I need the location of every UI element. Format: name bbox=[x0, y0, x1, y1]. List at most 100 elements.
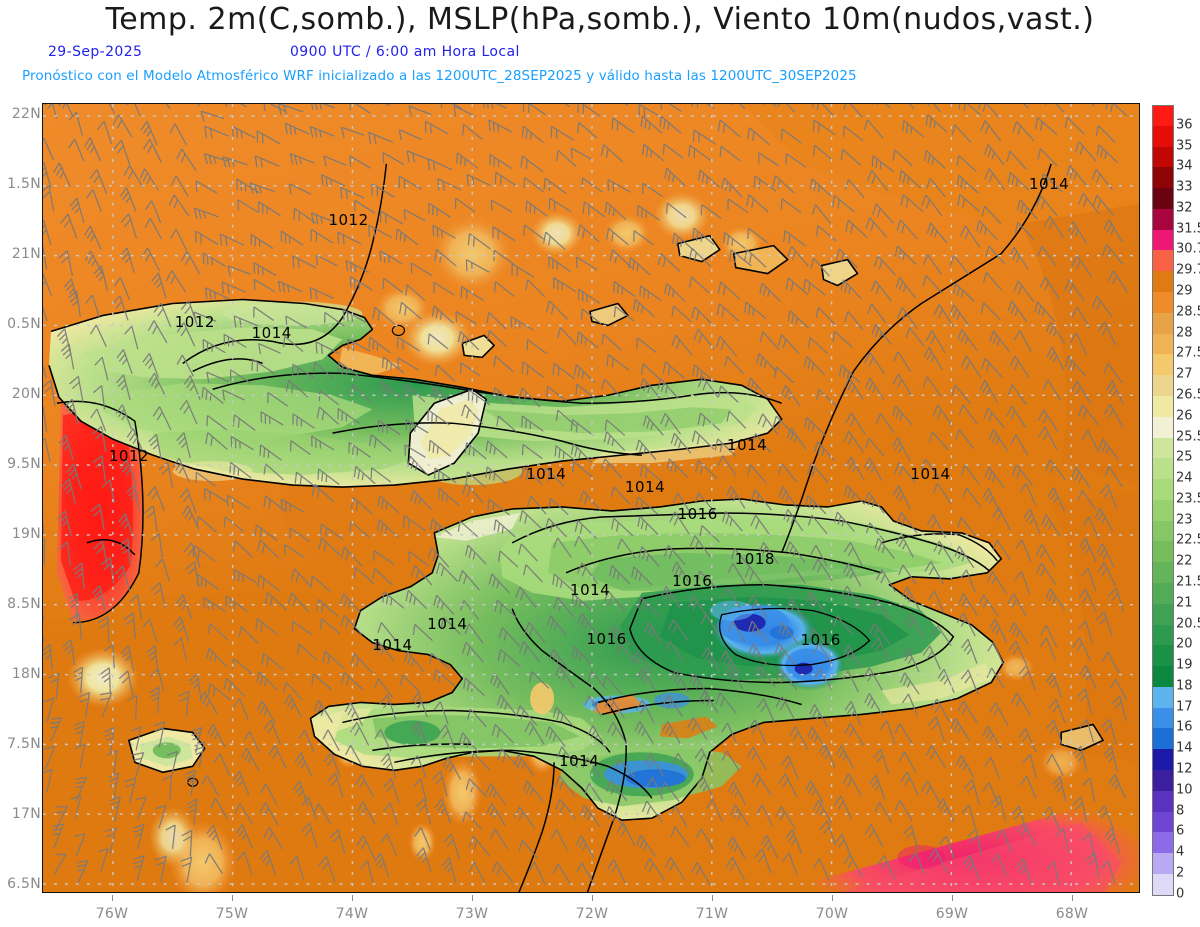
colorbar-tick-label: 16 bbox=[1176, 719, 1193, 735]
colorbar-swatch bbox=[1152, 146, 1174, 169]
isobar-label: 1014 bbox=[251, 323, 292, 342]
colorbar-tick-label: 23 bbox=[1176, 511, 1193, 527]
colorbar-swatch bbox=[1152, 832, 1174, 855]
page-title: Temp. 2m(C,somb.), MSLP(hPa,somb.), Vien… bbox=[105, 2, 1095, 37]
colorbar-row: 18 bbox=[1152, 666, 1198, 693]
colorbar-swatch bbox=[1152, 395, 1174, 418]
colorbar-row: 25 bbox=[1152, 437, 1198, 465]
colorbar-row: 0 bbox=[1152, 873, 1198, 901]
colorbar-row: 16 bbox=[1152, 707, 1198, 735]
colorbar-row: 2 bbox=[1152, 853, 1198, 880]
colorbar-tick-label: 22 bbox=[1176, 553, 1193, 569]
x-axis-tick: 70W bbox=[815, 906, 849, 922]
colorbar-row: 6 bbox=[1152, 811, 1198, 839]
colorbar-row: 24 bbox=[1152, 458, 1198, 485]
colorbar-tick-label: 20.5 bbox=[1176, 615, 1200, 631]
colorbar-row: 27 bbox=[1152, 354, 1198, 381]
colorbar-swatch bbox=[1152, 354, 1174, 377]
colorbar-tick-label: 8 bbox=[1176, 802, 1185, 818]
colorbar-swatch bbox=[1152, 853, 1174, 875]
x-axis-tick: 73W bbox=[455, 906, 489, 922]
colorbar-tick-label: 29.7 bbox=[1176, 262, 1200, 278]
colorbar-tick-label: 23.5 bbox=[1176, 491, 1200, 507]
colorbar-row: 29 bbox=[1152, 271, 1198, 298]
colorbar-row: 22 bbox=[1152, 541, 1198, 568]
colorbar-tick-label: 17 bbox=[1176, 698, 1193, 714]
colorbar-row: 35 bbox=[1152, 125, 1198, 153]
colorbar-swatch bbox=[1152, 458, 1174, 481]
colorbar-swatch bbox=[1152, 479, 1174, 501]
colorbar-row: 22.5 bbox=[1152, 520, 1200, 548]
y-axis-tick: 0.5N bbox=[7, 316, 41, 332]
x-axis-tick: 75W bbox=[215, 906, 249, 922]
colorbar-swatch bbox=[1152, 728, 1174, 751]
colorbar-tick-label: 32 bbox=[1176, 200, 1193, 216]
colorbar-row: 21.5 bbox=[1152, 562, 1200, 589]
isobar-label: 1014 bbox=[372, 635, 413, 654]
x-axis-tickmark bbox=[232, 895, 233, 901]
colorbar-swatch bbox=[1152, 811, 1174, 834]
isobar-label: 1014 bbox=[624, 478, 666, 497]
colorbar-row: 26.5 bbox=[1152, 375, 1200, 402]
colorbar-row: 36 bbox=[1152, 105, 1198, 132]
colorbar-row: 32 bbox=[1152, 188, 1198, 215]
x-axis-tickmark bbox=[352, 895, 353, 901]
y-axis-tick: 18N bbox=[11, 666, 41, 682]
valid-time: 0900 UTC / 6:00 am Hora Local bbox=[290, 44, 520, 60]
isobar-label: 1012 bbox=[108, 446, 150, 465]
colorbar-row: 23 bbox=[1152, 499, 1198, 527]
y-axis-tick: 19N bbox=[11, 526, 41, 542]
colorbar-swatch bbox=[1152, 873, 1174, 896]
colorbar-swatch bbox=[1152, 499, 1174, 522]
x-axis-tick: 72W bbox=[575, 906, 609, 922]
x-axis: 76W 75W 74W 73W 72W 71W 70W 69W 68W bbox=[42, 894, 1140, 927]
colorbar-swatch bbox=[1152, 603, 1174, 626]
colorbar-tick-label: 27.5 bbox=[1176, 345, 1200, 361]
colorbar-swatch bbox=[1152, 105, 1174, 128]
temperature-colorbar: 363534333231.530.729.72928.52827.52726.5… bbox=[1152, 105, 1200, 901]
colorbar-tick-label: 10 bbox=[1176, 782, 1193, 798]
map-plot[interactable]: 1012 1012 1014 1012 1014 1014 1014 1014 1014 1016… bbox=[42, 103, 1140, 893]
isobar-label: 1014 bbox=[526, 465, 567, 484]
x-axis-tick: 71W bbox=[695, 906, 729, 922]
x-axis-tick: 74W bbox=[335, 906, 369, 922]
colorbar-tick-label: 21 bbox=[1176, 595, 1193, 611]
y-axis: 22N 1.5N 21N 0.5N 20N 9.5N 19N 8.5N 18N 7.5N 17N 6.… bbox=[0, 103, 42, 893]
colorbar-tick-label: 33 bbox=[1176, 179, 1193, 195]
colorbar-swatch bbox=[1152, 208, 1174, 231]
colorbar-row: 29.7 bbox=[1152, 250, 1200, 278]
colorbar-row: 28.5 bbox=[1152, 292, 1200, 319]
colorbar-row: 27.5 bbox=[1152, 333, 1200, 361]
colorbar-swatch bbox=[1152, 624, 1174, 647]
colorbar-row: 8 bbox=[1152, 790, 1198, 818]
colorbar-swatch bbox=[1152, 541, 1174, 564]
colorbar-tick-label: 26.5 bbox=[1176, 387, 1200, 403]
colorbar-tick-label: 28.5 bbox=[1176, 304, 1200, 320]
colorbar-tick-label: 12 bbox=[1176, 761, 1193, 777]
colorbar-tick-label: 31.5 bbox=[1176, 220, 1200, 236]
isobar-label: 1016 bbox=[586, 630, 627, 649]
colorbar-tick-label: 26 bbox=[1176, 408, 1193, 424]
colorbar-row: 34 bbox=[1152, 146, 1198, 174]
colorbar-swatch bbox=[1152, 292, 1174, 314]
latlon-grid bbox=[43, 104, 1139, 892]
colorbar-row: 10 bbox=[1152, 770, 1198, 797]
y-axis-tick: 20N bbox=[11, 386, 41, 402]
colorbar-swatch bbox=[1152, 562, 1174, 584]
colorbar-swatch bbox=[1152, 749, 1174, 771]
y-axis-tick: 17N bbox=[11, 806, 41, 822]
colorbar-swatch bbox=[1152, 375, 1174, 397]
colorbar-tick-label: 36 bbox=[1176, 117, 1193, 133]
colorbar-row: 20 bbox=[1152, 624, 1198, 652]
colorbar-tick-label: 6 bbox=[1176, 823, 1185, 839]
colorbar-tick-label: 19 bbox=[1176, 657, 1193, 673]
colorbar-row: 33 bbox=[1152, 167, 1198, 194]
colorbar-swatch bbox=[1152, 229, 1174, 252]
x-axis-tickmark bbox=[712, 895, 713, 901]
isobar-label: 1014 bbox=[559, 751, 600, 770]
isobar-label: 1012 bbox=[174, 313, 215, 332]
colorbar-swatch bbox=[1152, 707, 1174, 730]
colorbar-row: 21 bbox=[1152, 582, 1198, 610]
colorbar-row: 14 bbox=[1152, 728, 1198, 756]
colorbar-tick-label: 24 bbox=[1176, 470, 1193, 486]
